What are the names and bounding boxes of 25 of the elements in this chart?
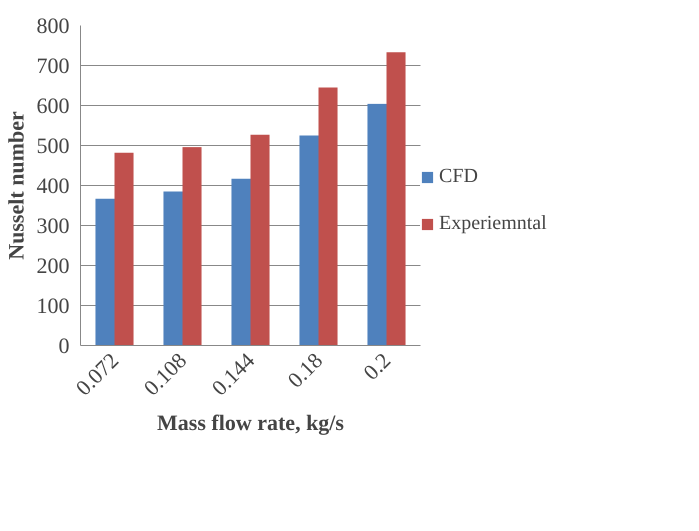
y-tick-label: 200 — [36, 253, 70, 278]
y-tick-label: 800 — [36, 13, 70, 38]
bar — [114, 152, 134, 346]
bar — [386, 52, 406, 346]
bar — [250, 134, 270, 346]
y-tick-label: 400 — [36, 173, 70, 198]
y-tick-label: 100 — [36, 293, 70, 318]
bar — [299, 136, 318, 346]
y-tick-label: 0 — [58, 333, 70, 358]
bar — [231, 178, 250, 346]
x-axis-title: Mass flow rate, kg/s — [157, 410, 344, 436]
y-tick-label: 700 — [36, 53, 70, 78]
bar — [95, 198, 114, 346]
bar — [318, 88, 338, 346]
legend-label: Experiemntal — [439, 212, 547, 235]
y-tick-label: 300 — [36, 213, 70, 238]
x-tick-label: 0.18 — [282, 348, 328, 393]
y-tick-label: 500 — [36, 133, 70, 158]
bar — [182, 147, 202, 346]
y-tick-label: 600 — [36, 93, 70, 118]
bar — [367, 104, 386, 346]
legend-label: CFD — [439, 165, 478, 188]
x-tick-label: 0.2 — [358, 348, 396, 385]
y-axis-title: Nusselt number — [4, 111, 28, 260]
bar — [163, 192, 182, 346]
